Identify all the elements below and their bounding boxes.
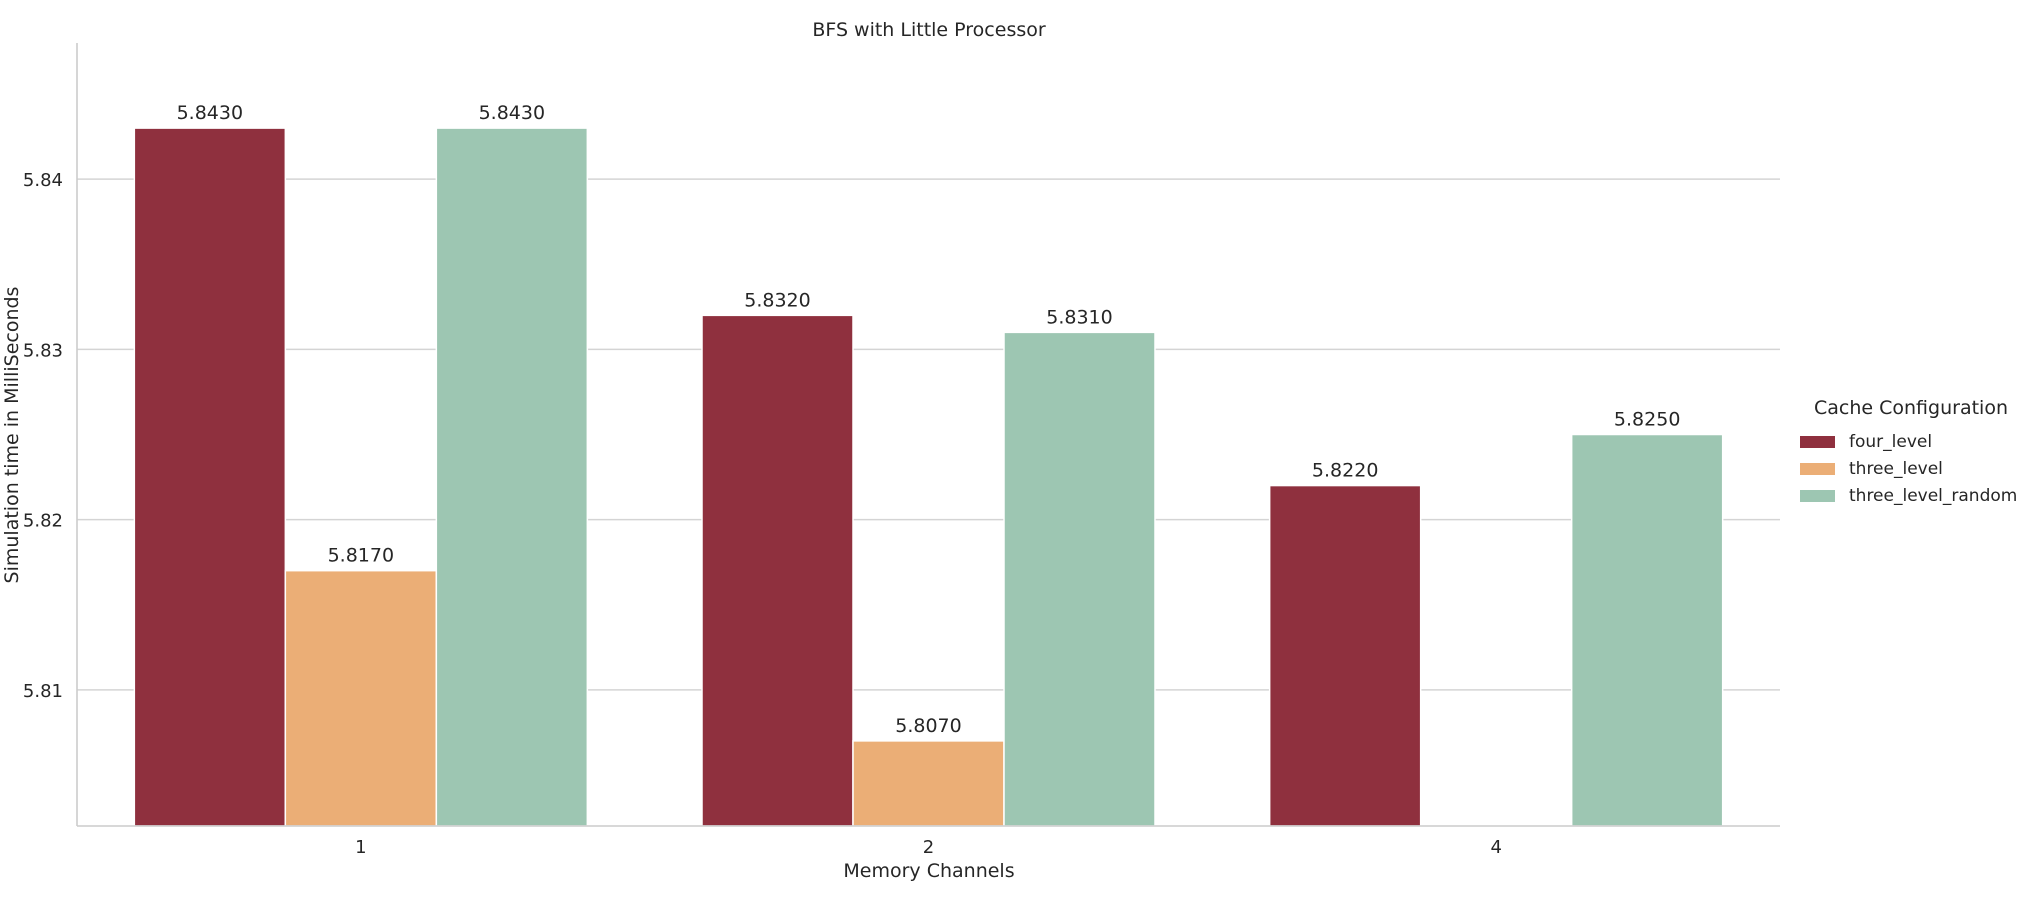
y-tick-label: 5.84 [23,170,63,191]
x-axis-label: Memory Channels [843,860,1014,882]
y-tick-labels: 5.81 5.82 5.83 5.84 [23,170,63,702]
y-tick-label: 5.82 [23,511,63,532]
legend-swatch-three_level [1800,463,1835,475]
bar-four_level-1 [133,127,287,827]
bar-three_level_random-4 [1570,433,1724,827]
legend-label: three_level [1849,459,1943,479]
bar-three_level-1 [284,569,438,827]
legend-swatch-three_level_random [1800,490,1835,502]
legend: Cache Configuration four_level three_leve… [1800,397,2017,506]
bar-three_level_random-2 [1003,331,1156,827]
bar-three_level-2 [852,740,1005,827]
data-label: 5.8320 [744,289,810,311]
data-label: 5.8430 [177,102,243,124]
data-label: 5.8250 [1614,409,1680,431]
x-tick-label: 1 [355,837,366,858]
data-label: 5.8310 [1046,306,1112,328]
bars [133,127,1724,827]
data-label: 5.8430 [479,102,545,124]
legend-swatch-four_level [1800,436,1835,448]
data-label: 5.8070 [895,715,961,737]
bar-four_level-2 [701,314,854,827]
legend-label: four_level [1849,432,1932,452]
data-label: 5.8220 [1312,460,1378,482]
legend-title: Cache Configuration [1814,397,2008,419]
value-labels: 5.8430 5.8170 5.8430 5.8320 5.8070 5.8310 5.82… [177,102,1681,737]
x-tick-label: 4 [1490,837,1501,858]
y-tick-label: 5.81 [23,681,63,702]
legend-label: three_level_random [1849,486,2017,506]
x-tick-labels: 1 2 4 [355,837,1502,858]
bar-three_level_random-1 [435,127,589,827]
y-tick-label: 5.83 [23,340,63,361]
bar-four_level-4 [1268,484,1422,827]
gridlines [77,178,1780,691]
chart-title: BFS with Little Processor [812,19,1046,41]
data-label: 5.8170 [328,545,394,567]
y-axis-label: Simulation time in MilliSeconds [1,287,23,584]
x-tick-label: 2 [923,837,934,858]
